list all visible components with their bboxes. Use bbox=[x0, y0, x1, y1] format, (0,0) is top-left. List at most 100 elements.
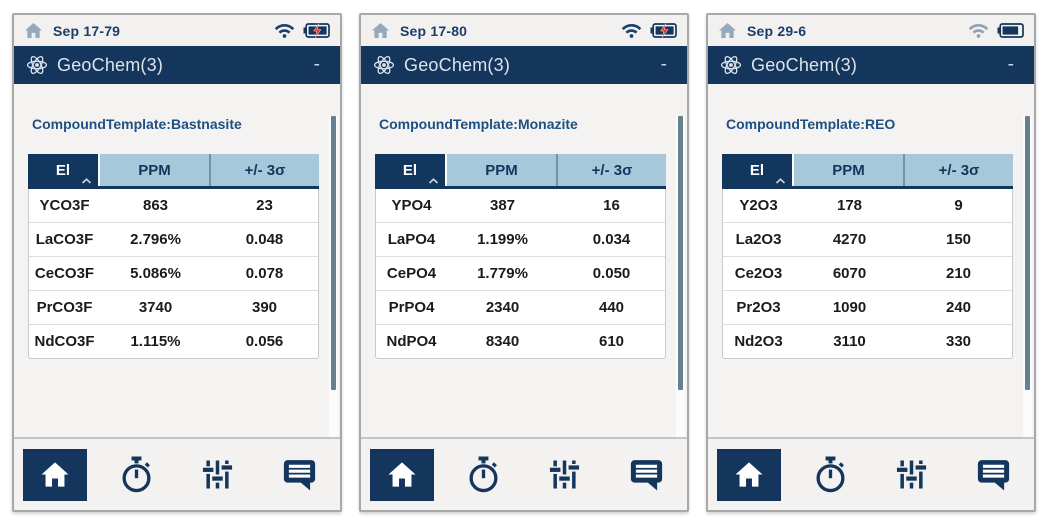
title-bar: GeoChem(3) - bbox=[361, 46, 687, 84]
scrollbar-track[interactable] bbox=[676, 116, 685, 468]
nav-timer-button[interactable] bbox=[96, 456, 178, 493]
sliders-icon bbox=[547, 457, 582, 492]
nav-settings-button[interactable] bbox=[524, 457, 606, 492]
nav-timer-button[interactable] bbox=[443, 456, 525, 493]
cell-ppm: 3110 bbox=[833, 333, 866, 350]
table-row[interactable]: LaCO3F 2.796% 0.048 bbox=[29, 223, 318, 257]
table-row[interactable]: CeCO3F 5.086% 0.078 bbox=[29, 257, 318, 291]
scrollbar-track[interactable] bbox=[329, 116, 338, 468]
table-header-row: El PPM +/- 3σ bbox=[722, 154, 1013, 189]
table-row[interactable]: Y2O3 178 9 bbox=[723, 189, 1012, 223]
table-row[interactable]: La2O3 4270 150 bbox=[723, 223, 1012, 257]
scrollbar-thumb[interactable] bbox=[678, 116, 683, 390]
column-header-error[interactable]: +/- 3σ bbox=[905, 154, 1013, 186]
nav-home-button[interactable] bbox=[361, 448, 443, 501]
column-header-el-label: El bbox=[55, 161, 71, 179]
battery-full-icon bbox=[997, 23, 1024, 38]
nav-home-active-square[interactable] bbox=[369, 448, 434, 501]
wifi-icon bbox=[274, 22, 295, 39]
title-bar: GeoChem(3) - bbox=[14, 46, 340, 84]
cell-error: 330 bbox=[945, 333, 972, 350]
cell-element: NdPO4 bbox=[386, 333, 437, 350]
status-date: Sep 29-6 bbox=[747, 22, 807, 39]
compound-template-label: CompoundTemplate:Bastnasite bbox=[32, 116, 242, 132]
column-header-ppm[interactable]: PPM bbox=[100, 154, 211, 186]
status-indicators bbox=[274, 22, 330, 39]
nav-messages-button[interactable] bbox=[953, 458, 1035, 491]
table-row[interactable]: LaPO4 1.199% 0.034 bbox=[376, 223, 665, 257]
nav-settings-button[interactable] bbox=[177, 457, 259, 492]
bottom-nav bbox=[361, 437, 687, 510]
home-icon bbox=[40, 461, 70, 488]
cell-ppm: 3740 bbox=[138, 299, 173, 316]
app-title: GeoChem(3) bbox=[404, 54, 511, 75]
nav-settings-button[interactable] bbox=[871, 457, 953, 492]
column-header-ppm[interactable]: PPM bbox=[447, 154, 558, 186]
nav-home-active-square[interactable] bbox=[22, 448, 87, 501]
nav-messages-button[interactable] bbox=[606, 458, 688, 491]
cell-ppm: 178 bbox=[836, 197, 863, 214]
table-body: YPO4 387 16 LaPO4 1.199% 0.034 CePO4 1.7… bbox=[375, 189, 666, 359]
table-header-row: El PPM +/- 3σ bbox=[28, 154, 319, 189]
cell-error: 9 bbox=[954, 197, 963, 214]
cell-element: La2O3 bbox=[735, 231, 782, 248]
cell-ppm: 8340 bbox=[485, 333, 520, 350]
wifi-icon bbox=[621, 22, 642, 39]
cell-ppm: 1090 bbox=[832, 299, 867, 316]
column-header-el[interactable]: El bbox=[722, 154, 794, 186]
device-screen-3: Sep 29-6 bbox=[706, 13, 1036, 512]
table-row[interactable]: PrPO4 2340 440 bbox=[376, 291, 665, 325]
column-header-el[interactable]: El bbox=[28, 154, 100, 186]
cell-error: 16 bbox=[603, 197, 620, 214]
table-row[interactable]: NdPO4 8340 610 bbox=[376, 325, 665, 358]
nav-home-button[interactable] bbox=[14, 448, 96, 501]
cell-element: CeCO3F bbox=[34, 265, 95, 282]
scrollbar-thumb[interactable] bbox=[1025, 116, 1030, 390]
table-row[interactable]: Ce2O3 6070 210 bbox=[723, 257, 1012, 291]
sliders-icon bbox=[200, 457, 235, 492]
minimize-button[interactable]: - bbox=[1007, 54, 1014, 75]
cell-error: 440 bbox=[598, 299, 625, 316]
chat-icon bbox=[976, 458, 1011, 491]
scrollbar-track[interactable] bbox=[1023, 116, 1032, 468]
results-table: El PPM +/- 3σ YCO3F 863 23 La bbox=[28, 154, 319, 359]
atom-icon bbox=[26, 54, 48, 76]
column-header-ppm[interactable]: PPM bbox=[794, 154, 905, 186]
cell-element: LaCO3F bbox=[35, 231, 94, 248]
content-area: CompoundTemplate:Monazite El PPM +/- 3σ … bbox=[361, 116, 687, 468]
table-header-row: El PPM +/- 3σ bbox=[375, 154, 666, 189]
content-area: CompoundTemplate:Bastnasite El PPM +/- 3… bbox=[14, 116, 340, 468]
sort-asc-icon bbox=[775, 178, 786, 184]
minimize-button[interactable]: - bbox=[660, 54, 667, 75]
table-row[interactable]: YPO4 387 16 bbox=[376, 189, 665, 223]
compound-template-label: CompoundTemplate:REO bbox=[726, 116, 896, 132]
title-bar: GeoChem(3) - bbox=[708, 46, 1034, 84]
home-icon bbox=[24, 22, 43, 39]
results-table: El PPM +/- 3σ YPO4 387 16 LaP bbox=[375, 154, 666, 359]
cell-error: 0.048 bbox=[245, 231, 284, 248]
column-header-error[interactable]: +/- 3σ bbox=[558, 154, 666, 186]
stopwatch-icon bbox=[120, 456, 153, 493]
app-title: GeoChem(3) bbox=[751, 54, 858, 75]
nav-timer-button[interactable] bbox=[790, 456, 872, 493]
cell-ppm: 4270 bbox=[832, 231, 867, 248]
table-row[interactable]: Pr2O3 1090 240 bbox=[723, 291, 1012, 325]
scrollbar-thumb[interactable] bbox=[331, 116, 336, 390]
nav-home-active-square[interactable] bbox=[716, 448, 781, 501]
sort-asc-icon bbox=[428, 178, 439, 184]
column-header-error[interactable]: +/- 3σ bbox=[211, 154, 319, 186]
table-row[interactable]: Nd2O3 3110 330 bbox=[723, 325, 1012, 358]
table-row[interactable]: PrCO3F 3740 390 bbox=[29, 291, 318, 325]
nav-home-button[interactable] bbox=[708, 448, 790, 501]
cell-element: Pr2O3 bbox=[736, 299, 781, 316]
cell-ppm: 6070 bbox=[832, 265, 867, 282]
cell-ppm: 863 bbox=[142, 197, 169, 214]
status-date: Sep 17-80 bbox=[400, 22, 468, 39]
column-header-el[interactable]: El bbox=[375, 154, 447, 186]
table-row[interactable]: CePO4 1.779% 0.050 bbox=[376, 257, 665, 291]
sort-asc-icon bbox=[81, 178, 92, 184]
minimize-button[interactable]: - bbox=[313, 54, 320, 75]
table-row[interactable]: YCO3F 863 23 bbox=[29, 189, 318, 223]
nav-messages-button[interactable] bbox=[259, 458, 341, 491]
table-row[interactable]: NdCO3F 1.115% 0.056 bbox=[29, 325, 318, 358]
